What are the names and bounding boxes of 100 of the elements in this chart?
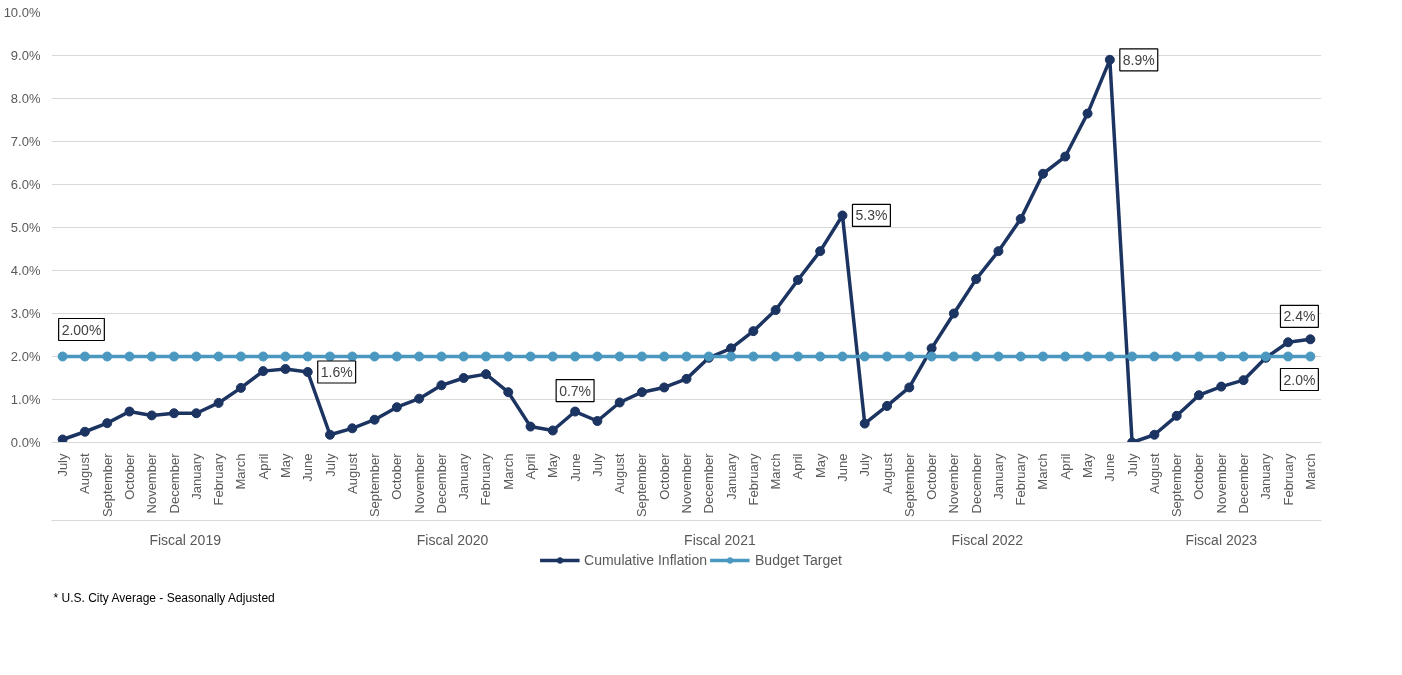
point: [1104, 351, 1115, 362]
x-tick-label: April: [255, 453, 271, 480]
point: [1060, 151, 1071, 162]
x-tick-label: December: [701, 452, 717, 514]
point: [258, 366, 269, 377]
point: [636, 387, 647, 398]
point: [659, 351, 670, 362]
point: [146, 351, 157, 362]
x-tick-label: March: [1302, 453, 1318, 490]
point: [1060, 351, 1071, 362]
point: [124, 406, 135, 417]
point: [391, 402, 402, 413]
point: [1149, 351, 1160, 362]
point: [414, 351, 425, 362]
point: [681, 373, 692, 384]
text: Fiscal 2022: [951, 531, 1024, 548]
point: [993, 246, 1004, 257]
point: [1216, 351, 1227, 362]
x-tick-label: May: [1080, 453, 1096, 479]
x-tick-label: January: [188, 453, 204, 500]
point: [592, 416, 603, 426]
x-tick-label: July: [1124, 453, 1140, 477]
data-label: 2.4%: [1283, 308, 1316, 325]
x-tick-label: September: [901, 452, 917, 518]
x-tick-label: July: [857, 453, 873, 477]
point: [503, 387, 514, 398]
point: [726, 351, 737, 362]
y-tick-label: 6.0%: [10, 177, 41, 192]
x-tick-label: July: [589, 453, 605, 477]
point: [1238, 375, 1249, 386]
x-tick-label: June: [567, 453, 583, 482]
point: [1238, 351, 1249, 362]
x-tick-label: January: [990, 453, 1006, 500]
point: [280, 351, 291, 362]
data-label: 2.00%: [61, 321, 102, 338]
data-label: 5.3%: [855, 207, 888, 224]
x-tick-label: February: [478, 453, 494, 506]
x-tick-label: October: [656, 452, 672, 500]
legend-label: Cumulative Inflation: [584, 552, 708, 568]
x-tick-label: August: [879, 453, 895, 494]
point: [614, 397, 625, 408]
x-tick-label: January: [456, 453, 472, 500]
point: [369, 414, 380, 425]
point: [770, 305, 781, 316]
x-tick-label: July: [55, 453, 71, 477]
x-tick-label: April: [523, 453, 539, 480]
point: [1082, 108, 1093, 119]
x-tick-label: November: [946, 452, 962, 514]
x-tick-label: August: [612, 453, 628, 494]
x-tick-label: August: [1146, 453, 1162, 494]
point: [659, 382, 670, 393]
point: [1037, 351, 1048, 362]
x-tick-label: June: [1102, 453, 1118, 482]
point: [792, 274, 803, 285]
point: [79, 351, 90, 362]
point: [102, 418, 113, 429]
point: [859, 351, 870, 362]
x-tick-label: August: [344, 453, 360, 494]
x-tick-label: November: [679, 452, 694, 514]
point: [1193, 390, 1204, 401]
point: [480, 369, 491, 380]
point: [1082, 351, 1093, 362]
point: [1216, 381, 1227, 392]
point: [347, 423, 358, 434]
point: [213, 351, 224, 362]
x-tick-label: February: [211, 453, 227, 506]
point: [1171, 351, 1182, 362]
x-tick-label: April: [1057, 453, 1073, 480]
point: [302, 351, 313, 362]
point: [1283, 351, 1294, 362]
point: [1171, 410, 1182, 421]
point: [191, 408, 202, 419]
text: * U.S. City Average - Seasonally Adjusted: [53, 590, 275, 605]
y-tick-label: 3.0%: [10, 306, 41, 321]
point: [414, 393, 425, 404]
point: [1104, 54, 1115, 65]
x-tick-label: March: [500, 453, 516, 490]
x-tick-label: December: [968, 452, 984, 514]
point: [904, 351, 915, 362]
point: [815, 351, 826, 362]
x-tick-label: January: [1258, 453, 1274, 500]
x-tick-label: September: [634, 452, 650, 518]
point: [570, 406, 581, 417]
point: [302, 366, 313, 377]
point: [325, 429, 336, 440]
y-tick-label: 10.0%: [3, 5, 41, 20]
x-tick-label: August: [77, 453, 93, 494]
point: [1283, 337, 1294, 348]
point: [904, 382, 915, 393]
x-tick-label: October: [121, 452, 137, 500]
point: [726, 343, 737, 354]
point: [213, 397, 224, 408]
point: [748, 326, 759, 337]
point: [837, 210, 848, 221]
point: [1305, 351, 1316, 362]
point: [547, 425, 558, 436]
x-tick-label: November: [411, 452, 427, 514]
point: [258, 351, 269, 362]
point: [436, 351, 447, 362]
x-tick-label: May: [812, 453, 828, 479]
